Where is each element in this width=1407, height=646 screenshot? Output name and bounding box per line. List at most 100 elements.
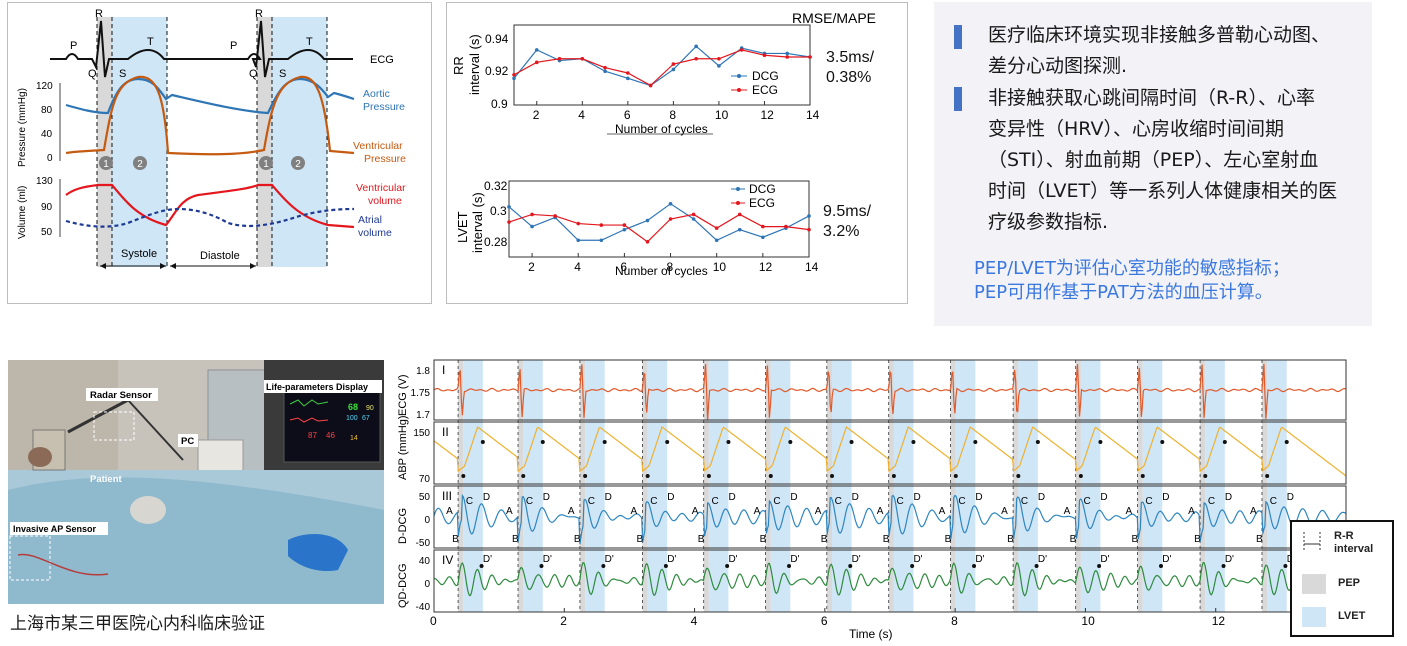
dcg-point-c: C [835, 496, 842, 507]
qdcg-point-dp: D' [1162, 554, 1171, 565]
signal-xlabel: Time (s) [849, 627, 893, 641]
diastole-arrow-head-right [250, 263, 256, 269]
monitor-value-2: 100 [346, 415, 358, 422]
qdcg-dot [910, 564, 915, 568]
dcg-point-a: A [1064, 506, 1071, 517]
rr-ytick-092: 0.92 [485, 64, 509, 78]
lvet-series [507, 202, 811, 244]
qdcg-dot [1034, 564, 1039, 568]
dcg-point-c: C [773, 496, 780, 507]
abp-foot-dot [1078, 474, 1083, 478]
pc-label: PC [181, 436, 194, 447]
display-label: Life-parameters Display [266, 382, 368, 392]
trace-ylabel-qd-dcg: QD-DCG [397, 563, 409, 608]
trace-index-III: III [442, 489, 452, 503]
rr-point-dcg [626, 76, 630, 81]
qdcg-dot [479, 564, 484, 568]
dcg-point-d: D [913, 492, 920, 503]
rr-ytick-094: 0.94 [485, 32, 509, 46]
rr-xtick-label: 6 [624, 108, 631, 122]
rr-point-dcg [717, 64, 721, 68]
abp-notch-dot [726, 440, 731, 444]
volume-tick-130: 130 [36, 176, 53, 187]
qdcg-dot [663, 564, 668, 568]
signal-xtick-label: 10 [1081, 614, 1095, 628]
aortic-pressure-label: Aortic Pressure [363, 88, 405, 113]
abp-foot-dot [768, 474, 773, 478]
dcg-point-a: A [1188, 506, 1195, 517]
volume-tick-90: 90 [41, 202, 53, 213]
lvet-point-ecg [530, 212, 534, 217]
dcg-point-c: C [466, 496, 473, 507]
rr-xtick-label: 12 [760, 108, 774, 122]
dcg-point-a: A [939, 506, 946, 517]
lvet-legend: DCG ECG [731, 182, 776, 210]
legend-lvet-label: LVET [1338, 610, 1366, 622]
trace-ytick: -50 [416, 538, 431, 549]
dcg-point-a: A [568, 506, 575, 517]
phase-2-marker-2 [291, 156, 305, 170]
abp-notch-dot [1284, 440, 1289, 444]
qdcg-point-dp: D' [975, 554, 984, 565]
rr-line-dcg [513, 45, 811, 87]
signal-xticks: 0 2 4 6 8 10 12 [430, 608, 1225, 628]
dcg-point-d: D [728, 492, 735, 503]
rr-point-ecg [762, 53, 767, 58]
trace-ylabel-ecg: ECG (V) [397, 374, 409, 416]
pressure-tick-40: 40 [41, 129, 53, 140]
trace-ytick: -40 [416, 602, 431, 613]
abp-foot-dot [706, 474, 711, 478]
photo-caption: 上海市某三甲医院心内科临床验证 [10, 614, 265, 634]
lvet-xtick-label: 14 [805, 260, 819, 274]
pep-lvet-legend: R-R interval PEP LVET [1290, 520, 1394, 637]
abp-notch-dot [973, 440, 978, 444]
lvet-point-ecg [691, 212, 696, 217]
dcg-point-c: C [1270, 496, 1277, 507]
abp-notch-dot [911, 440, 916, 444]
dcg-point-a: A [692, 506, 699, 517]
bullet-text-2: 非接触获取心跳间隔时间（R-R）、心率 变异性（HRV）、心房收缩时间间期 （S… [988, 87, 1338, 233]
lvet-ylabel-line1: LVET [455, 211, 470, 243]
dcg-point-a: A [877, 506, 884, 517]
diastole-arrow-head-left [170, 263, 176, 269]
lvet-xticks: 2 4 6 8 10 12 14 [528, 253, 819, 274]
lvet-xlabel: Number of cycles [615, 264, 708, 278]
qdcg-dot [539, 564, 544, 568]
abp-foot-dot [583, 474, 588, 478]
rr-point-ecg [808, 55, 812, 59]
lvet-xtick-label: 2 [528, 260, 535, 274]
monitor-value-6: 87 [308, 431, 317, 440]
dcg-point-c: C [588, 496, 595, 507]
rr-xtick-label: 10 [715, 108, 729, 122]
lvet-point-ecg [576, 221, 581, 226]
lvet-point-dcg [737, 227, 742, 232]
wave-r-2: R [255, 8, 263, 20]
trace-ytick: 50 [419, 492, 431, 503]
lvet-ytick-03: 0.3 [490, 204, 507, 218]
lvet-xtick-label: 4 [574, 260, 581, 274]
qdcg-point-dp: D' [1225, 554, 1234, 565]
rr-chart: RR interval (s) 0.94 0.92 0.9 2 4 6 8 10 12 14… [451, 24, 820, 136]
volume-axis-label: Volume (ml) [17, 186, 28, 239]
rr-legend-dcg: DCG [752, 69, 779, 83]
dcg-point-d: D [605, 492, 612, 503]
monitor-value-7: 46 [326, 431, 335, 440]
dcg-point-c: C [1083, 496, 1090, 507]
dcg-point-a: A [446, 506, 453, 517]
rmse-mape-label: RMSE/MAPE [792, 10, 876, 26]
ventricular-volume-curve [65, 183, 355, 229]
abp-notch-dot [1035, 440, 1040, 444]
lvet-line-dcg [508, 203, 810, 241]
systole-arrow-head-left [100, 263, 106, 269]
lvet-chart: LVET interval (s) 0.32 0.3 0.28 2 4 6 8 10 12… [455, 179, 819, 278]
lvet-point-ecg [622, 223, 627, 227]
lvet-point-ecg [761, 224, 765, 229]
wave-p-1: P [70, 40, 77, 52]
qdcg-point-dp: D' [667, 554, 676, 565]
qdcg-point-dp: D' [790, 554, 799, 565]
qdcg-dot [787, 564, 792, 568]
dcg-point-b: B [1256, 534, 1263, 545]
phase-2-label: 2 [137, 159, 143, 170]
qdcg-point-dp: D' [483, 554, 492, 565]
signal-xtick-label: 8 [951, 614, 958, 628]
